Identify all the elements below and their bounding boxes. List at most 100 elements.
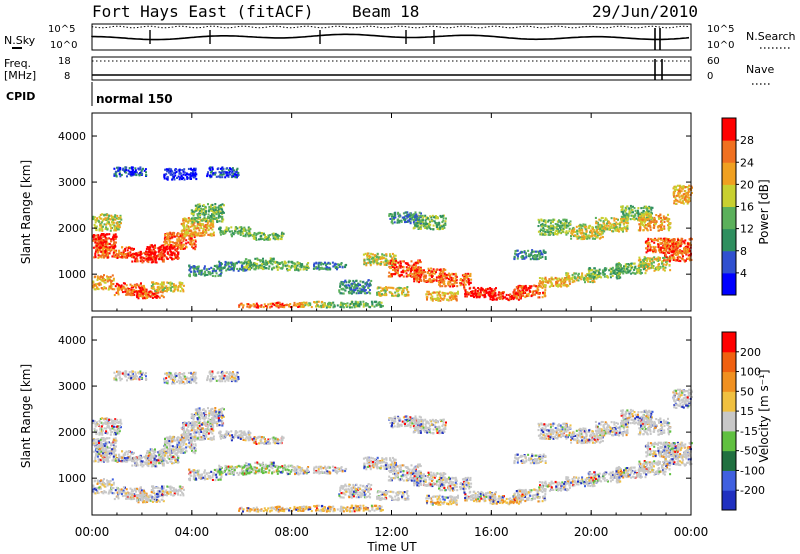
power-cell [98,278,101,281]
power-cell [199,205,201,208]
power-cell [202,208,205,211]
power-cell [419,222,422,225]
power-cell [537,225,540,228]
power-cell [580,278,583,281]
power-cell [568,280,571,283]
power-cell [318,305,321,308]
power-cell [673,257,676,260]
power-cell [456,285,459,288]
power-cell [229,173,232,176]
power-cell [278,234,281,237]
power-cell [672,250,675,253]
power-cell [323,267,326,270]
power-cell [272,302,274,305]
power-cell [424,219,427,222]
power-cell [539,233,542,236]
power-cell [508,294,511,297]
power-cell [610,272,613,275]
power-cell [419,261,422,264]
power-cell [463,275,466,278]
power-cell [512,294,515,297]
power-cell [190,222,193,225]
power-cell [150,257,152,260]
power-cell [420,212,422,215]
power-cell [376,252,379,255]
power-cell [387,275,390,278]
power-cell [105,253,108,256]
power-cell [653,261,655,264]
power-cell [179,234,182,237]
power-cell [450,283,453,286]
power-cell [168,235,171,238]
power-cell [573,228,576,231]
power-cell [315,265,318,268]
power-cell [611,223,614,226]
power-cell [629,264,632,267]
power-cell [135,284,138,287]
power-cell [185,242,188,245]
power-cell [101,251,104,254]
power-cell [393,215,395,218]
power-cell [577,272,580,275]
power-cell [281,234,284,237]
power-cell [124,249,127,252]
power-cell [219,173,222,176]
power-cell [584,233,587,236]
power-cell [615,276,618,279]
power-cell [388,265,391,268]
power-cell [172,231,175,234]
power-cell [483,291,486,294]
power-cell [104,233,107,236]
power-cell [436,222,439,225]
power-cell [101,244,104,247]
power-cell [171,174,174,177]
power-cell [414,266,417,269]
power-cell [102,280,105,283]
power-cell [618,263,621,266]
power-cell [567,284,570,287]
power-cell [605,224,608,227]
power-cell [303,267,306,270]
power-cell [330,303,333,306]
power-cell [588,237,591,240]
power-cell [519,297,522,300]
power-cell [568,230,571,233]
power-cell [576,237,579,240]
power-cell [257,305,260,308]
power-cell [563,226,566,229]
power-cell [654,258,656,261]
power-cell [520,291,523,294]
power-cell [211,208,214,211]
power-cell [293,266,296,269]
power-cell [114,238,117,241]
power-cell [464,295,467,298]
power-cell [119,216,122,219]
power-cell [302,265,305,268]
power-cell [440,279,443,282]
power-cell [120,222,122,225]
power-cell [159,256,161,259]
power-cell [114,218,117,221]
power-cell [274,261,277,264]
power-cell [391,258,394,261]
power-cell [112,245,115,248]
power-cell [564,222,567,225]
power-cell [108,214,111,217]
power-cell [316,303,318,306]
power-cell [119,175,122,178]
power-cell [179,290,182,293]
power-cell [219,231,222,234]
power-cell [111,274,114,277]
power-cell [559,284,562,287]
power-cell [427,225,430,228]
power-cell [141,287,144,290]
power-cell [114,285,117,288]
power-cell [566,232,569,235]
power-cell [272,260,275,263]
power-cell [235,176,238,179]
power-cell [240,265,243,268]
power-cell [139,253,142,256]
power-cell [106,278,109,281]
power-cell [566,285,568,288]
power-cell [565,272,568,275]
